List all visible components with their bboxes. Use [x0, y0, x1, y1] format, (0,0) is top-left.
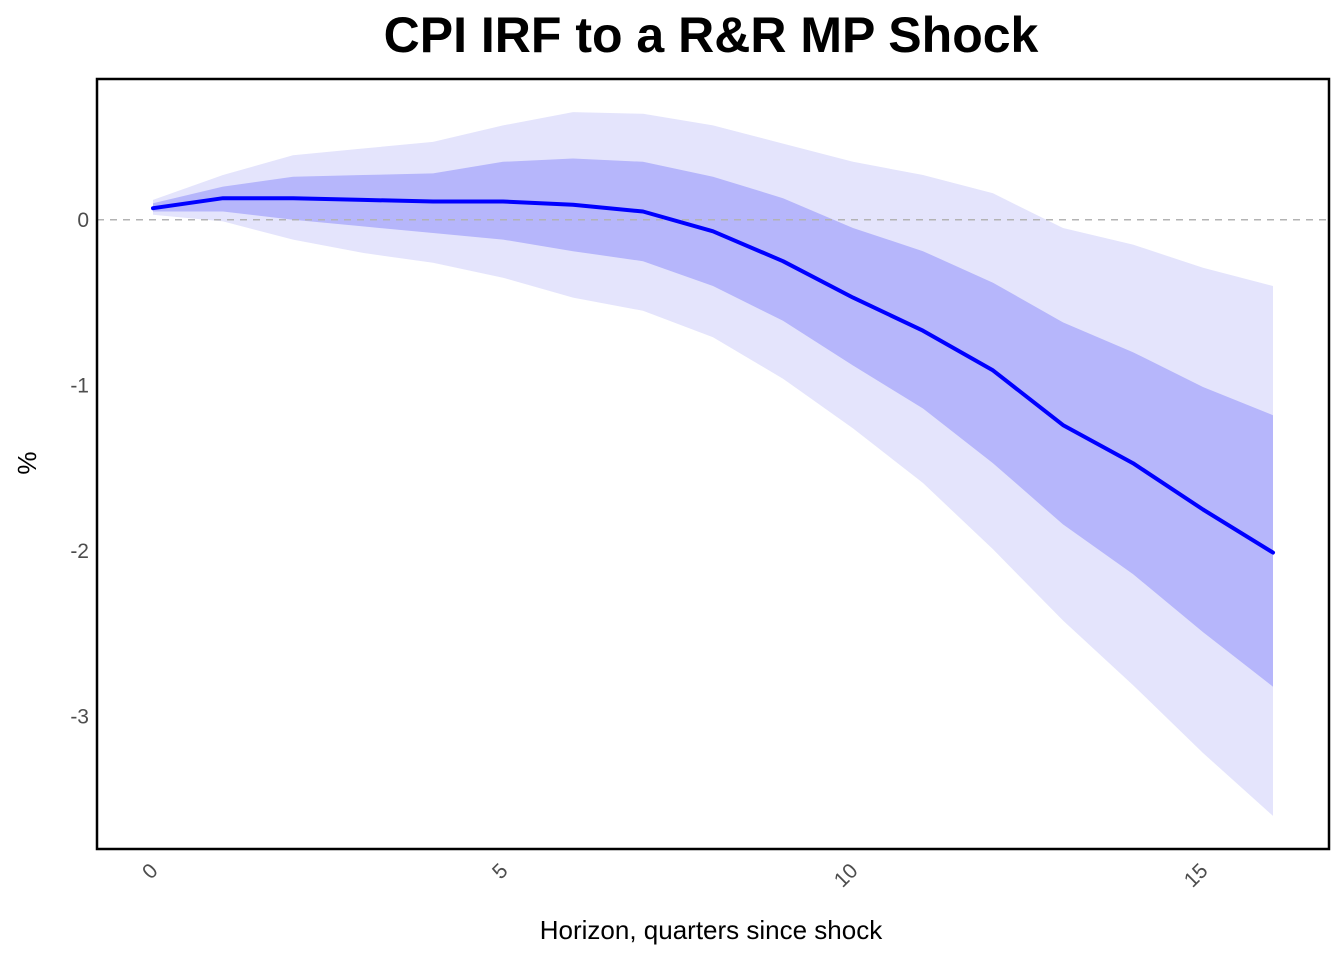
- y-tick-label: -1: [70, 374, 89, 397]
- chart-title: CPI IRF to a R&R MP Shock: [384, 7, 1039, 63]
- plot-area: [97, 112, 1329, 816]
- y-axis-title: %: [12, 451, 42, 474]
- x-tick-label: 10: [830, 859, 863, 892]
- plot-panel-border: [95, 77, 1331, 851]
- y-tick-label: 0: [77, 209, 89, 232]
- y-tick-label: -3: [70, 706, 89, 729]
- point-estimate-line: [151, 196, 1275, 555]
- x-tick-label: 5: [488, 859, 513, 884]
- y-axis-ticks: 0 -1 -2 -3: [70, 209, 89, 729]
- y-tick-label: -2: [70, 540, 89, 563]
- x-tick-label: 0: [138, 859, 163, 884]
- x-axis-title: Horizon, quarters since shock: [540, 915, 883, 945]
- x-axis-ticks: 0 5 10 15: [138, 859, 1213, 892]
- inner-band: [153, 158, 1273, 687]
- x-tick-label: 15: [1180, 859, 1213, 892]
